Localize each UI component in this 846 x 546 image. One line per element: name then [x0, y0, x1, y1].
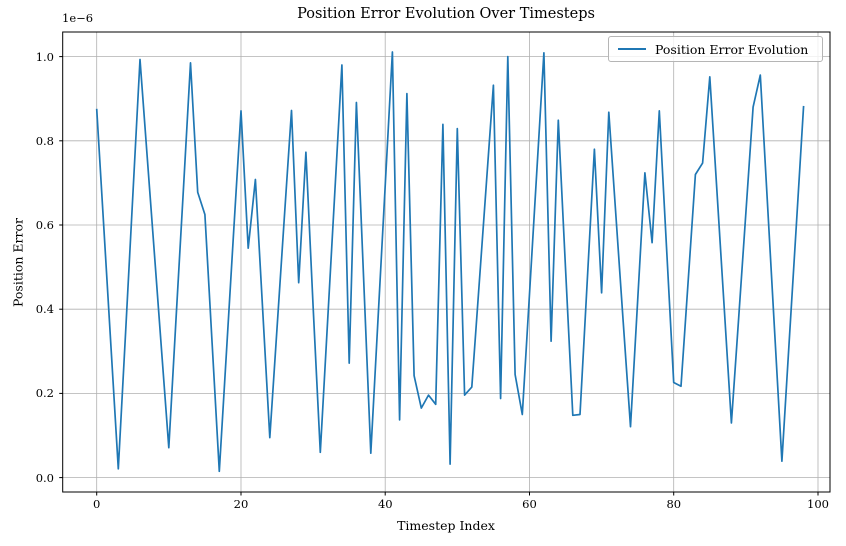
- y-tick-label: 0.2: [35, 386, 54, 401]
- chart-title: Position Error Evolution Over Timesteps: [297, 6, 595, 22]
- x-tick-label: 60: [522, 497, 537, 511]
- x-tick-label: 40: [377, 497, 393, 511]
- x-tick-label: 100: [807, 497, 829, 511]
- tick-marks: [59, 56, 819, 496]
- legend-line-sample: [618, 48, 646, 50]
- x-tick-label: 80: [666, 497, 682, 511]
- y-tick-label: 0.8: [35, 133, 54, 148]
- x-axis-label: Timestep Index: [397, 518, 495, 533]
- x-tick-label: 0: [93, 497, 101, 511]
- y-axis-offset-label: 1e−6: [62, 11, 94, 25]
- x-tick-label: 20: [233, 497, 249, 511]
- y-tick-label: 0.6: [35, 218, 54, 232]
- y-tick-label: 0.0: [35, 470, 54, 485]
- y-tick-label: 1.0: [35, 49, 54, 64]
- position-error-line: [95, 51, 805, 473]
- legend: Position Error Evolution: [608, 36, 823, 62]
- axes-spines: [62, 31, 831, 493]
- y-tick-label: 0.4: [35, 302, 54, 317]
- legend-label: Position Error Evolution: [655, 41, 809, 57]
